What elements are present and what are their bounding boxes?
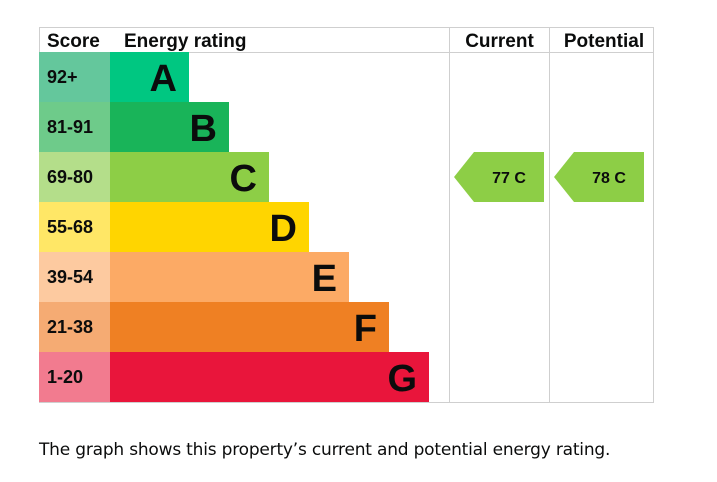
header-energy-rating: Energy rating (124, 31, 246, 52)
potential-rating-arrow (554, 152, 644, 202)
score-label-c: 69-80 (47, 167, 93, 187)
header-current: Current (465, 31, 534, 52)
band-bar-e (110, 252, 349, 302)
score-cell-d (39, 202, 110, 252)
header-score: Score (47, 31, 100, 52)
band-letter-e: E (312, 258, 337, 300)
band-bar-c (110, 152, 269, 202)
band-letter-g: G (387, 358, 417, 400)
chart-headers: Score Energy rating Current Potential (47, 31, 644, 52)
band-letter-f: F (354, 308, 377, 350)
band-bar-a (110, 52, 189, 102)
band-bar-d (110, 202, 309, 252)
energy-rating-chart: Score Energy rating Current Potential 92… (39, 27, 654, 403)
score-label-b: 81-91 (47, 117, 93, 137)
score-label-d: 55-68 (47, 217, 93, 237)
band-letter-d: D (270, 208, 297, 250)
score-cell-f (39, 302, 110, 352)
potential-rating-label: 78 C (592, 170, 626, 187)
rating-bands: 92+ A 81-91 B 69-80 C 55-68 D 39-54 E 21-38 F 1-20 G (39, 52, 429, 402)
score-cell-a (39, 52, 110, 102)
header-potential: Potential (564, 31, 644, 52)
score-label-e: 39-54 (47, 267, 93, 287)
band-letter-b: B (190, 108, 217, 150)
current-rating-arrow (454, 152, 544, 202)
score-label-g: 1-20 (47, 367, 83, 387)
band-letter-c: C (230, 158, 257, 200)
score-cell-c (39, 152, 110, 202)
band-bar-b (110, 102, 229, 152)
band-letter-a: A (150, 58, 177, 100)
chart-caption: The graph shows this property’s current … (39, 440, 611, 460)
score-cell-g (39, 352, 110, 402)
current-rating-label: 77 C (492, 170, 526, 187)
score-label-f: 21-38 (47, 317, 93, 337)
band-bar-f (110, 302, 389, 352)
score-label-a: 92+ (47, 67, 78, 87)
score-cell-b (39, 102, 110, 152)
score-cell-e (39, 252, 110, 302)
band-bar-g (110, 352, 429, 402)
rating-markers: 77 C 78 C (454, 152, 644, 202)
